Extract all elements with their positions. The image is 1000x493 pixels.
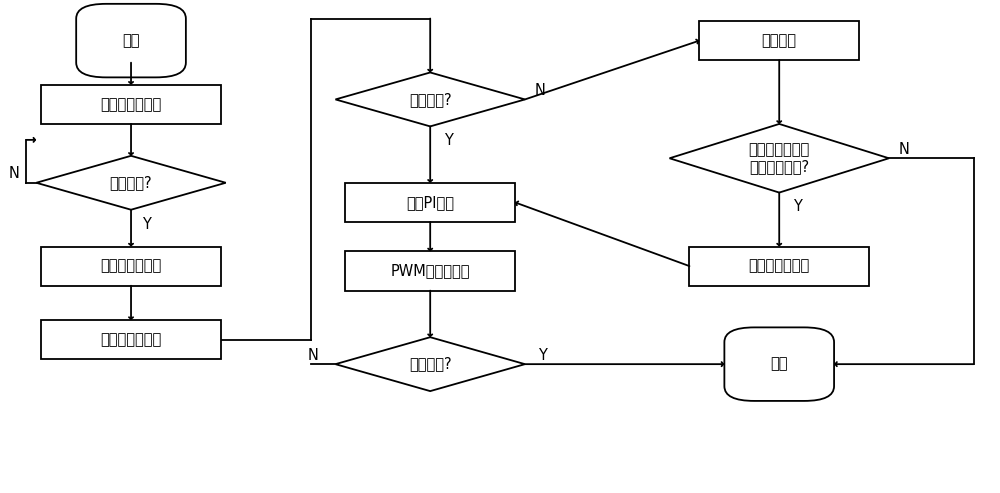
Polygon shape: [335, 72, 525, 126]
Text: 闭环PI调节: 闭环PI调节: [406, 195, 454, 210]
Text: N: N: [898, 142, 909, 157]
FancyBboxPatch shape: [76, 4, 186, 77]
Text: 开始: 开始: [122, 33, 140, 48]
Text: 结束: 结束: [770, 356, 788, 372]
Text: N: N: [9, 167, 20, 181]
Text: PWM占空比更新: PWM占空比更新: [390, 264, 470, 279]
Text: 启用有霍尔模式: 启用有霍尔模式: [100, 259, 162, 274]
FancyBboxPatch shape: [41, 246, 221, 286]
Text: 加速至设定转速: 加速至设定转速: [100, 332, 162, 347]
Text: Y: Y: [793, 199, 802, 214]
Polygon shape: [36, 156, 226, 210]
Text: N: N: [534, 83, 545, 98]
Text: 霍尔信号不完整
且无其它故障?: 霍尔信号不完整 且无其它故障?: [749, 142, 810, 175]
FancyBboxPatch shape: [345, 251, 515, 290]
Text: 故障诊断: 故障诊断: [762, 33, 797, 48]
FancyBboxPatch shape: [41, 320, 221, 359]
Text: 运转正常?: 运转正常?: [409, 92, 452, 107]
FancyBboxPatch shape: [724, 327, 834, 401]
FancyBboxPatch shape: [689, 246, 869, 286]
Text: 是否启动?: 是否启动?: [110, 176, 152, 190]
Text: Y: Y: [142, 217, 150, 232]
Text: 启用无霍尔模式: 启用无霍尔模式: [749, 259, 810, 274]
Text: Y: Y: [538, 348, 547, 363]
Text: 初始化所有模块: 初始化所有模块: [100, 97, 162, 112]
FancyBboxPatch shape: [699, 21, 859, 60]
Text: 是否停止?: 是否停止?: [409, 356, 452, 372]
FancyBboxPatch shape: [41, 85, 221, 124]
Text: Y: Y: [444, 133, 453, 147]
FancyBboxPatch shape: [345, 183, 515, 222]
Text: N: N: [308, 348, 319, 363]
Polygon shape: [670, 124, 889, 193]
Polygon shape: [335, 337, 525, 391]
